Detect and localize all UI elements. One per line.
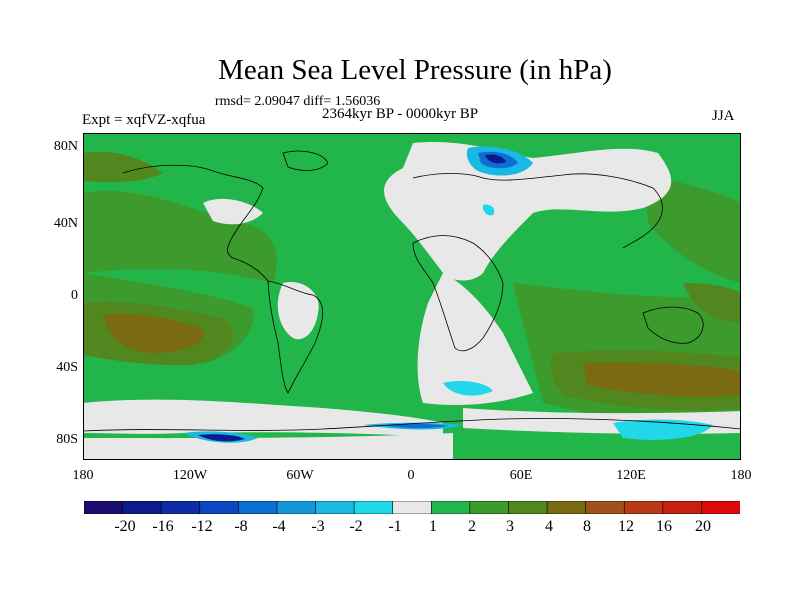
colorbar-cell bbox=[508, 501, 548, 514]
colorbar-label: -12 bbox=[191, 518, 213, 535]
coast-africa bbox=[412, 235, 504, 352]
lon-label-60w: 60W bbox=[286, 468, 314, 483]
season-label: JJA bbox=[712, 108, 735, 124]
lon-label-0: 0 bbox=[407, 468, 415, 483]
pressure-map bbox=[83, 133, 741, 460]
colorbar-cell bbox=[199, 501, 239, 514]
field-brown-south-pacific bbox=[103, 313, 204, 353]
colorbar-label: 8 bbox=[583, 518, 591, 535]
colorbar bbox=[84, 501, 740, 514]
field-cyan-south-atlantic bbox=[443, 380, 493, 396]
field-grey-africa-atlantic bbox=[417, 273, 533, 405]
colorbar-cell bbox=[276, 501, 317, 514]
field-blue-weddell bbox=[383, 423, 448, 429]
field-olive-east bbox=[683, 283, 741, 323]
coast-south-america bbox=[267, 280, 324, 394]
lon-label-120e: 120E bbox=[616, 468, 646, 483]
colorbar-cell bbox=[84, 501, 124, 514]
colorbar-label: 1 bbox=[429, 518, 437, 535]
experiment-label: Expt = xqfVZ-xqfua bbox=[82, 112, 206, 128]
lon-label-180w: 180 bbox=[72, 468, 94, 483]
colorbar-cell bbox=[585, 501, 625, 514]
field-grey-antarctica bbox=[83, 433, 453, 460]
field-olive-bering bbox=[83, 151, 163, 183]
colorbar-cell bbox=[315, 501, 355, 514]
colorbar-cell bbox=[662, 501, 703, 514]
stats-text: rmsd= 2.09047 diff= 1.56036 bbox=[215, 94, 381, 109]
field-grey-north-america bbox=[203, 198, 263, 225]
field-grey-eurasia bbox=[384, 141, 672, 281]
colorbar-cell bbox=[160, 501, 201, 514]
field-navy-north bbox=[485, 154, 506, 164]
lat-label-40s: 40S bbox=[56, 360, 78, 375]
lat-label-80s: 80S bbox=[56, 432, 78, 447]
lat-label-0: 0 bbox=[71, 288, 78, 303]
lon-label-180e: 180 bbox=[730, 468, 752, 483]
colorbar-cell bbox=[469, 501, 510, 514]
field-brown-south-indian bbox=[583, 362, 741, 397]
chart-title: Mean Sea Level Pressure (in hPa) bbox=[218, 54, 612, 86]
lon-label-120w: 120W bbox=[172, 468, 208, 483]
colorbar-label: 2 bbox=[468, 518, 476, 535]
coast-greenland bbox=[282, 150, 329, 171]
lon-label-60e: 60E bbox=[509, 468, 533, 483]
lat-label-80n: 80N bbox=[53, 139, 78, 154]
colorbar-label: -16 bbox=[152, 518, 174, 535]
colorbar-label: 4 bbox=[545, 518, 553, 535]
period-label: 2364kyr BP - 0000kyr BP bbox=[322, 106, 479, 122]
field-grey-southern-ocean bbox=[83, 399, 443, 438]
colorbar-cell bbox=[623, 501, 664, 514]
colorbar-cell bbox=[353, 501, 394, 514]
colorbar-label: -3 bbox=[311, 518, 325, 535]
colorbar-label: -8 bbox=[234, 518, 248, 535]
field-dark-west-pacific bbox=[643, 173, 741, 283]
colorbar-label: -1 bbox=[388, 518, 402, 535]
colorbar-cell bbox=[430, 501, 471, 514]
field-grey-south-america bbox=[277, 282, 319, 340]
colorbar-label: -4 bbox=[272, 518, 286, 535]
colorbar-cell bbox=[701, 501, 740, 514]
coastlines bbox=[83, 150, 741, 432]
field-cyan-caspian bbox=[482, 204, 495, 216]
field-navy-ross bbox=[198, 434, 245, 442]
colorbar-label: 16 bbox=[656, 518, 672, 535]
colorbar-label: -20 bbox=[114, 518, 136, 535]
colorbar-label: -2 bbox=[349, 518, 363, 535]
coast-north-america bbox=[122, 164, 269, 282]
colorbar-cell bbox=[122, 501, 162, 514]
lat-label-40n: 40N bbox=[53, 216, 78, 231]
colorbar-cell bbox=[238, 501, 278, 514]
colorbar-label: 3 bbox=[506, 518, 514, 535]
colorbar-cell bbox=[392, 501, 432, 514]
coast-eurasia bbox=[412, 173, 663, 249]
map-frame bbox=[83, 133, 741, 460]
colorbar-label: 12 bbox=[618, 518, 634, 535]
colorbar-label: 20 bbox=[695, 518, 711, 535]
field-dark-pacific-north bbox=[83, 190, 277, 283]
coast-antarctica bbox=[83, 418, 741, 432]
colorbar-cell bbox=[546, 501, 587, 514]
coast-australia bbox=[642, 306, 704, 344]
